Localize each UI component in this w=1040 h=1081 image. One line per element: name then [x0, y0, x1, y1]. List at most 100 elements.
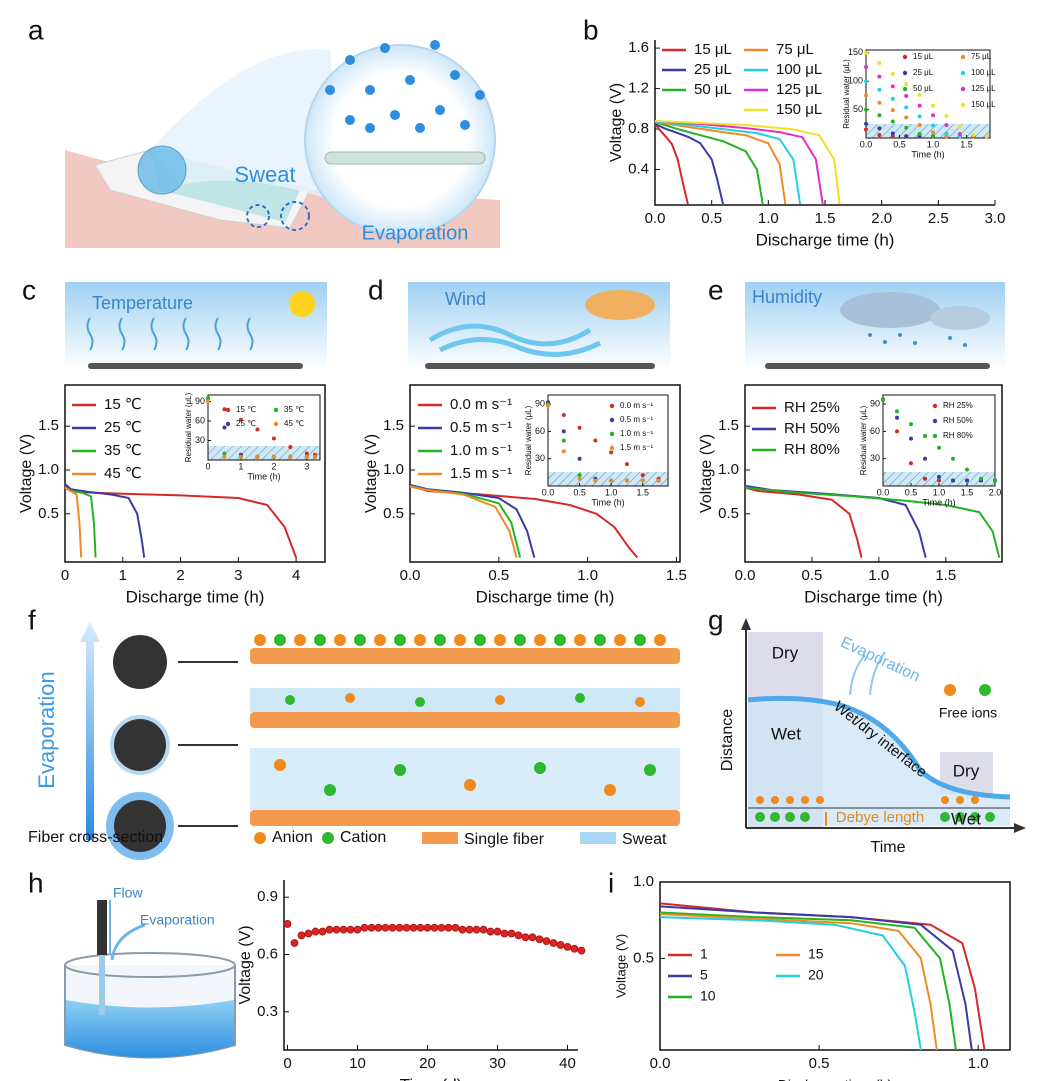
y-tick-label: 1.0	[633, 873, 654, 890]
chart: 0 10 20 30 40 0.3 0.6 0.9 Time (d) Voltage (V)	[237, 880, 586, 1081]
hatched-band	[548, 472, 668, 486]
data-point	[283, 920, 292, 928]
data-point	[890, 134, 895, 139]
data-point	[346, 925, 355, 934]
data-point	[423, 923, 432, 932]
x-tick-label: 1.5	[961, 487, 974, 497]
data-point	[238, 417, 243, 422]
data-line	[659, 905, 973, 1051]
data-point	[528, 933, 537, 942]
data-point	[864, 107, 868, 112]
legend-label: 0.5 m s⁻¹	[620, 415, 653, 424]
data-point	[864, 127, 868, 132]
x-tick-label: 1	[238, 461, 243, 471]
data-point	[881, 397, 885, 402]
x-axis-label: Discharge time (h)	[778, 1077, 892, 1081]
x-axis-label: Discharge time (h)	[804, 587, 943, 606]
data-point	[297, 931, 306, 940]
data-point	[451, 923, 460, 932]
data-point	[640, 478, 645, 483]
data-point	[957, 124, 962, 129]
data-point	[206, 399, 210, 404]
data-point	[353, 925, 362, 934]
sweat-layer	[250, 688, 680, 712]
ion-icon	[944, 684, 956, 696]
data-point	[890, 119, 895, 124]
x-tick-label: 0.0	[650, 1055, 671, 1072]
y-tick-label: 1.0	[718, 461, 739, 478]
axes	[745, 625, 1020, 829]
x-tick-label: 20	[419, 1055, 436, 1072]
legend-swatch	[960, 102, 966, 108]
data-point	[979, 476, 983, 481]
y-tick-label: 0.3	[257, 1003, 278, 1020]
data-point	[904, 125, 909, 130]
y-tick-label: 1.5	[383, 417, 404, 434]
data-point	[890, 108, 895, 113]
legend-swatch	[960, 86, 966, 92]
condition-label: Wind	[445, 289, 486, 309]
data-point	[288, 454, 293, 459]
y-tick-label: 0.5	[718, 505, 739, 522]
y-axis-label: Residual water (μL)	[184, 392, 193, 462]
molecules	[325, 40, 485, 133]
y-tick-label: 1.0	[38, 461, 59, 478]
panel-label: b	[583, 14, 599, 45]
x-tick-label: 1.0	[605, 487, 618, 497]
data-point	[206, 396, 210, 401]
data-point	[381, 923, 390, 932]
ion-icon	[979, 684, 991, 696]
data-point	[957, 132, 962, 137]
x-axis-label: Discharge time (h)	[476, 587, 615, 606]
data-point	[624, 478, 629, 483]
x-tick-label: 30	[489, 1055, 506, 1072]
data-point	[374, 923, 383, 932]
condition-label: Temperature	[92, 293, 193, 313]
data-point	[255, 454, 260, 459]
axis	[283, 880, 578, 1051]
y-axis-label: Voltage (V)	[363, 434, 380, 513]
chart: 0.0 0.5 1.0 0.5 1.0 Discharge time (h) Voltage…	[613, 873, 1011, 1081]
y-tick-label: 90	[535, 398, 545, 408]
data-point	[577, 946, 586, 955]
chart: 0.0 0.5 1.0 1.5 0.5 1.0 1.5 Discharge time (h) V…	[363, 384, 687, 606]
x-tick-label: 1.0	[868, 567, 889, 584]
legend-label: Cation	[340, 829, 386, 846]
y-tick-label: 60	[195, 415, 205, 425]
chart: 0 1 2 3 4 0.5 1.0 1.5 Discharge time (h) Voltage …	[18, 384, 326, 606]
data-point	[458, 925, 467, 934]
data-point	[923, 476, 927, 481]
data-point	[561, 413, 566, 418]
data-point	[290, 939, 299, 947]
legend-label: 20	[808, 967, 824, 983]
y-axis-label: Residual water (μL)	[524, 405, 533, 475]
x-tick-label: 0.5	[573, 487, 586, 497]
data-point	[444, 923, 453, 932]
legend-label: 1.5 m s⁻¹	[620, 443, 653, 452]
x-tick-label: 0.5	[809, 1055, 830, 1072]
cloud	[930, 306, 990, 330]
data-point	[577, 425, 582, 430]
sweat-layer	[250, 748, 680, 810]
x-tick-label: 1.5	[960, 139, 973, 149]
data-point	[944, 134, 949, 139]
x-tick-label: 1.0	[968, 1055, 989, 1072]
fiber	[88, 363, 303, 369]
legend-label: 45 ℃	[104, 465, 142, 482]
data-point	[917, 114, 922, 119]
sun	[289, 291, 315, 317]
data-point	[563, 942, 572, 951]
legend-label: RH 25%	[784, 399, 840, 416]
legend-label: 125 μL	[776, 81, 822, 98]
panel-label: e	[708, 274, 724, 305]
x-tick-label: 0.5	[488, 567, 509, 584]
data-point	[984, 134, 989, 139]
legend-label: 25 ℃	[236, 419, 256, 428]
data-point	[465, 925, 474, 934]
legend-label: Anion	[272, 829, 313, 846]
zone-label: Wet	[951, 809, 981, 828]
x-tick-label: 0.0	[877, 487, 890, 497]
data-line	[654, 121, 787, 205]
data-point	[409, 923, 418, 932]
data-point	[222, 451, 227, 456]
